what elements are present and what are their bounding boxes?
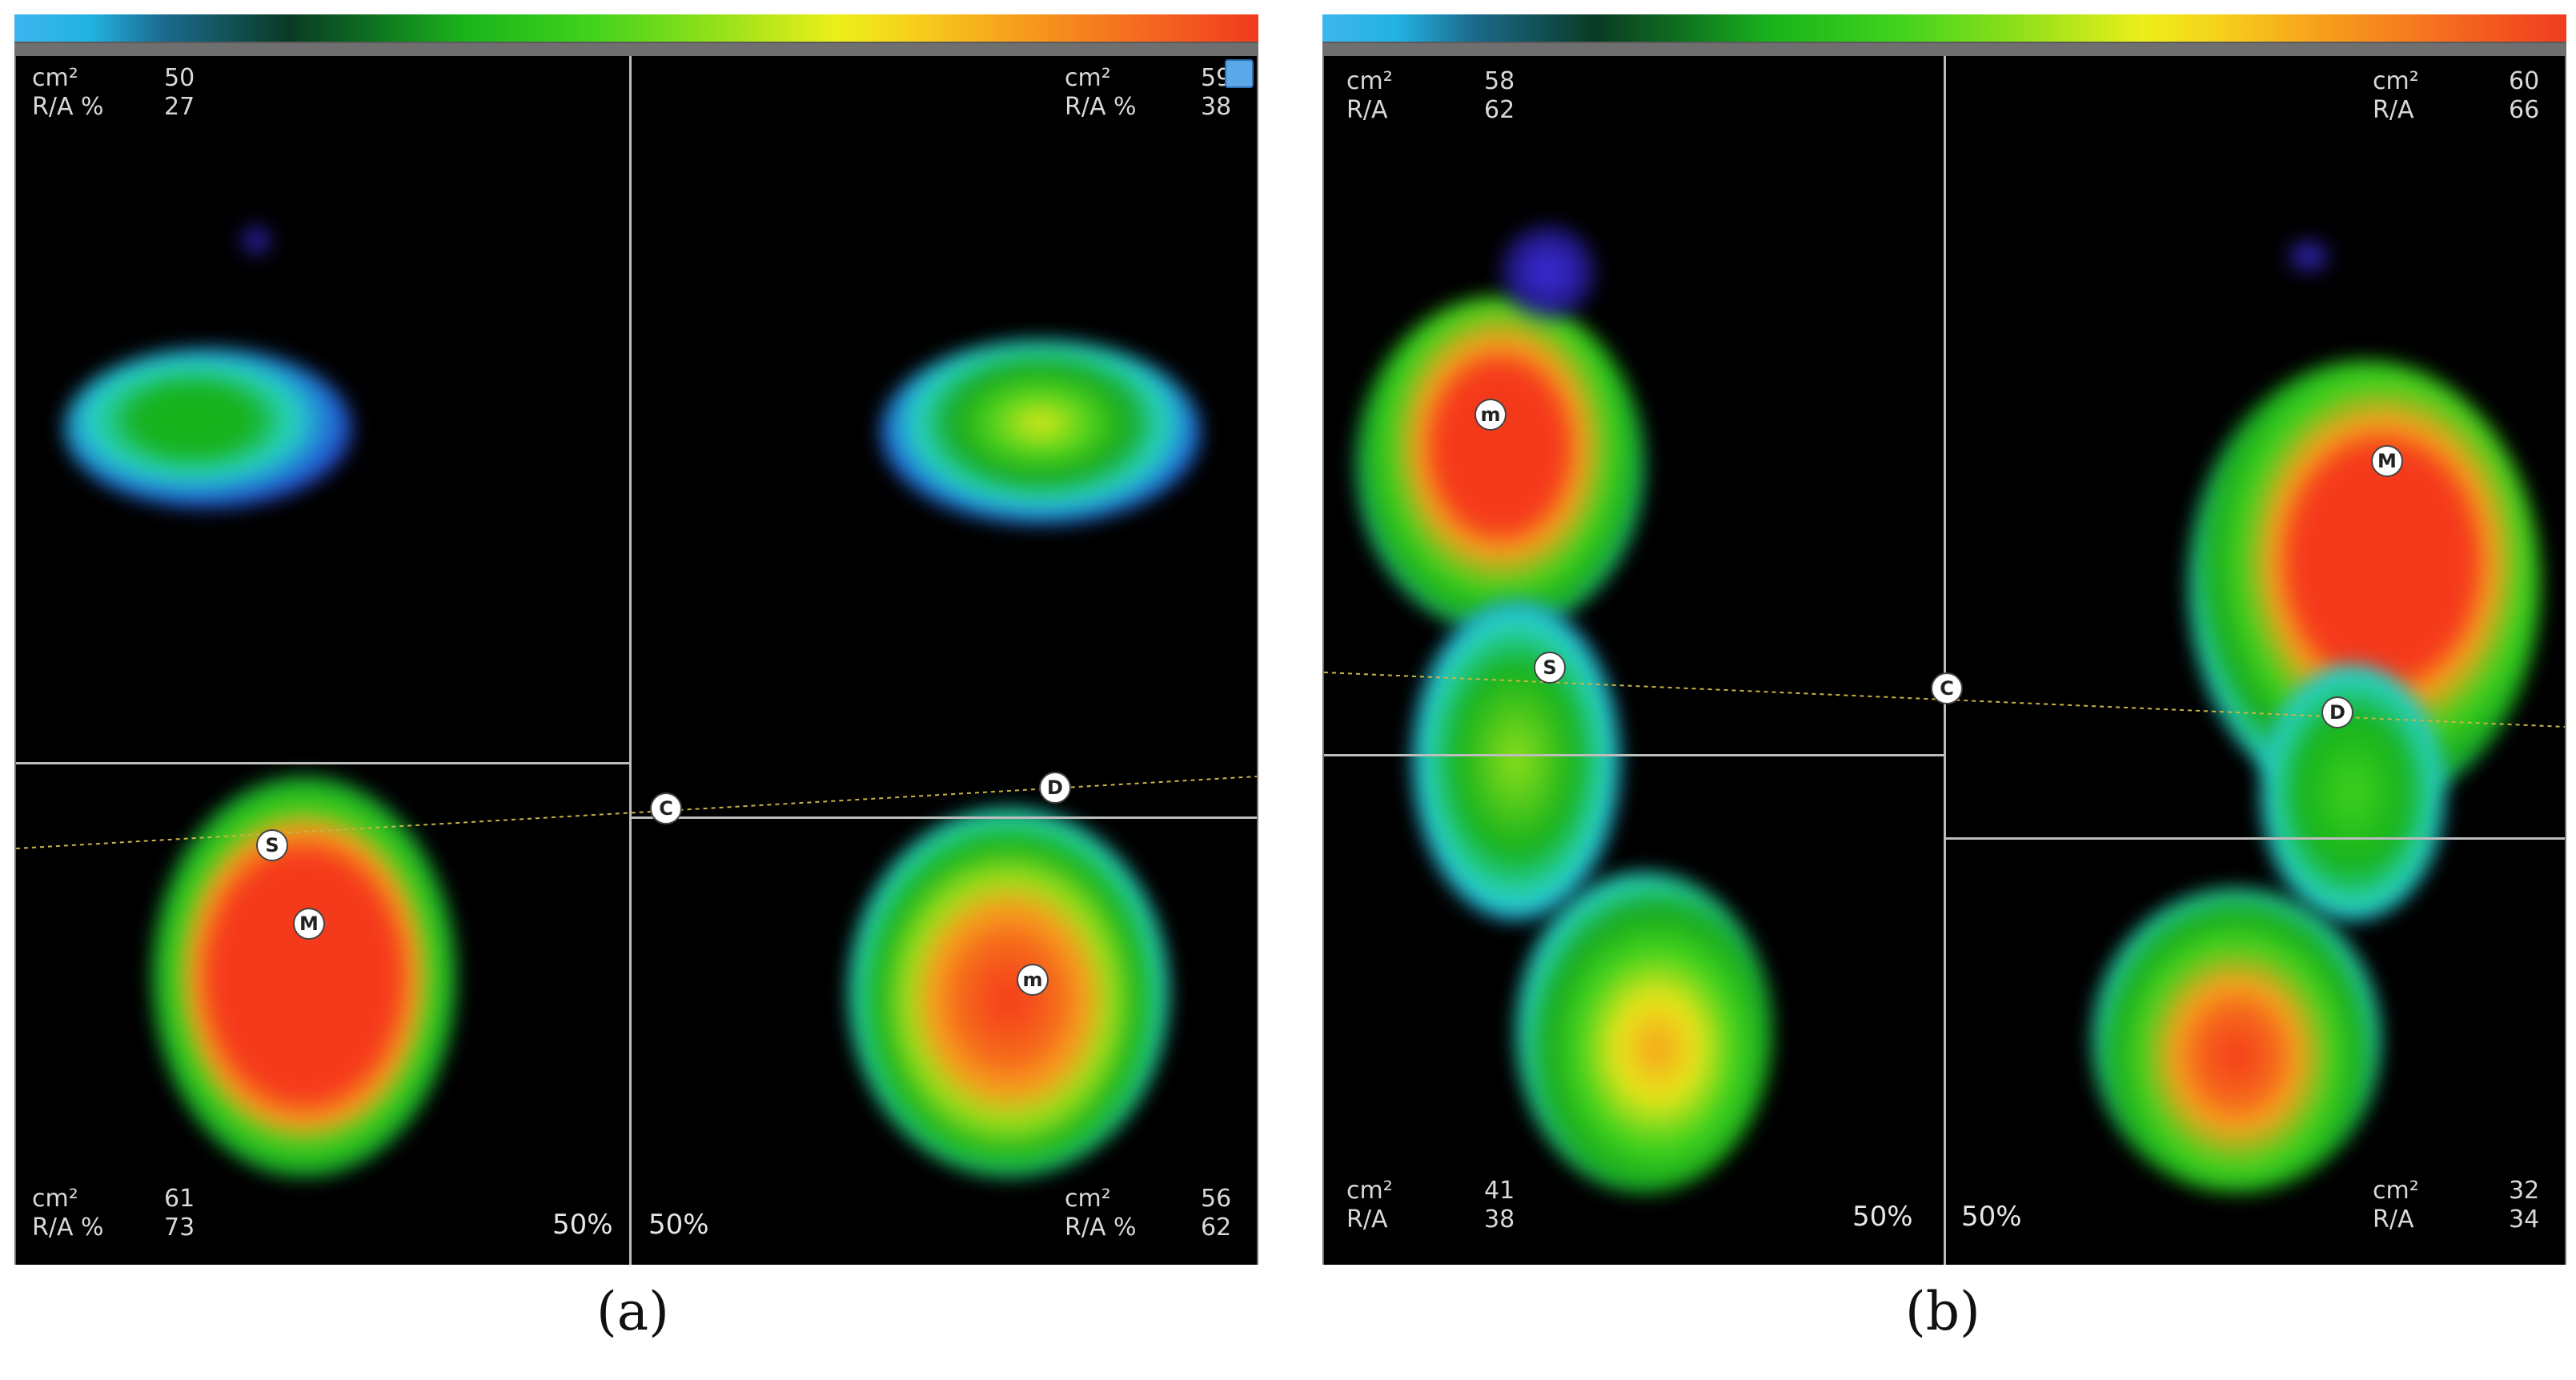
pressure-panel-b: cm² 58 R/A 62 cm² 60 R/A 66 cm² 41 R/A 3… — [1322, 14, 2566, 1265]
marker-s: S — [256, 829, 288, 861]
vertical-divider — [629, 56, 632, 1265]
br-area-value: 56 — [1201, 1185, 1232, 1213]
br-area-label: cm² — [1065, 1185, 1111, 1213]
right-horizontal-divider — [1944, 837, 2565, 840]
axis-line — [16, 776, 1257, 849]
pressure-canvas: cm² 50 R/A % 27 cm² 59 R/A % 38 cm² 61 R… — [16, 56, 1257, 1265]
tr-ratio-value: 38 — [1201, 93, 1232, 121]
left-foot-heel-blob — [1516, 873, 1772, 1193]
right-horizontal-divider — [629, 816, 1257, 819]
marker-m-upper: M — [293, 908, 325, 940]
right-foot-heel-blob — [2092, 889, 2381, 1193]
marker-c: C — [650, 792, 682, 824]
caption-b: (b) — [1905, 1281, 1980, 1342]
right-foot-toe-blob — [2285, 240, 2333, 272]
br-ratio-value: 62 — [1201, 1214, 1232, 1242]
tl-ratio-label: R/A — [1346, 96, 1388, 124]
br-ratio-label: R/A % — [1065, 1214, 1137, 1242]
marker-d: D — [2321, 696, 2353, 728]
pressure-canvas: cm² 58 R/A 62 cm² 60 R/A 66 cm² 41 R/A 3… — [1324, 56, 2565, 1265]
vertical-divider — [1944, 56, 1946, 1265]
marker-d: D — [1039, 772, 1071, 804]
heel-left-blob — [152, 776, 456, 1177]
bl-area-label: cm² — [1346, 1177, 1393, 1205]
left-foot-forefoot-blob — [1356, 296, 1644, 632]
pressure-colorbar — [14, 14, 1258, 43]
axis-line — [1324, 672, 2565, 728]
left-horizontal-divider — [16, 762, 629, 764]
br-area-value: 32 — [2509, 1177, 2540, 1205]
toe-left-blob — [240, 224, 272, 256]
bl-area-value: 41 — [1484, 1177, 1515, 1205]
tr-ratio-label: R/A — [2373, 96, 2414, 124]
marker-M: M — [2371, 445, 2403, 477]
heel-right-blob — [849, 808, 1169, 1177]
tl-ratio-value: 62 — [1484, 96, 1515, 124]
bl-area-value: 61 — [164, 1185, 195, 1213]
tl-area-value: 58 — [1484, 67, 1515, 95]
tr-area-label: cm² — [2373, 67, 2419, 95]
tl-ratio-value: 27 — [164, 93, 195, 121]
br-ratio-label: R/A — [2373, 1205, 2414, 1234]
forefoot-right-blob — [881, 340, 1201, 524]
tr-area-label: cm² — [1065, 64, 1111, 92]
tr-area-value: 60 — [2509, 67, 2540, 95]
bl-ratio-value: 73 — [164, 1214, 195, 1242]
left-foot-toe-blob — [1500, 224, 1596, 320]
bl-percent: 50% — [1852, 1201, 1913, 1233]
marker-m-lower: m — [1017, 964, 1049, 996]
bl-area-label: cm² — [32, 1185, 78, 1213]
tl-ratio-label: R/A % — [32, 93, 104, 121]
left-foot-midfoot-blob — [1412, 600, 1620, 921]
tr-ratio-label: R/A % — [1065, 93, 1137, 121]
marker-s: S — [1534, 652, 1566, 684]
tl-area-value: 50 — [164, 64, 195, 92]
pressure-colorbar — [1322, 14, 2566, 43]
marker-m: m — [1475, 399, 1507, 431]
br-ratio-value: 34 — [2509, 1205, 2540, 1234]
forefoot-left-blob — [64, 348, 352, 508]
bl-ratio-value: 38 — [1484, 1205, 1515, 1234]
marker-c: C — [1931, 672, 1963, 704]
br-percent: 50% — [648, 1209, 709, 1241]
tr-ratio-value: 66 — [2509, 96, 2540, 124]
br-percent: 50% — [1961, 1201, 2022, 1233]
tl-area-label: cm² — [32, 64, 78, 92]
tl-area-label: cm² — [1346, 67, 1393, 95]
refresh-icon[interactable] — [1225, 59, 1254, 88]
left-horizontal-divider — [1324, 754, 1944, 756]
bl-percent: 50% — [552, 1209, 613, 1241]
br-area-label: cm² — [2373, 1177, 2419, 1205]
bl-ratio-label: R/A % — [32, 1214, 104, 1242]
bl-ratio-label: R/A — [1346, 1205, 1388, 1234]
pressure-panel-a: cm² 50 R/A % 27 cm² 59 R/A % 38 cm² 61 R… — [14, 14, 1258, 1265]
caption-a: (a) — [596, 1281, 669, 1342]
